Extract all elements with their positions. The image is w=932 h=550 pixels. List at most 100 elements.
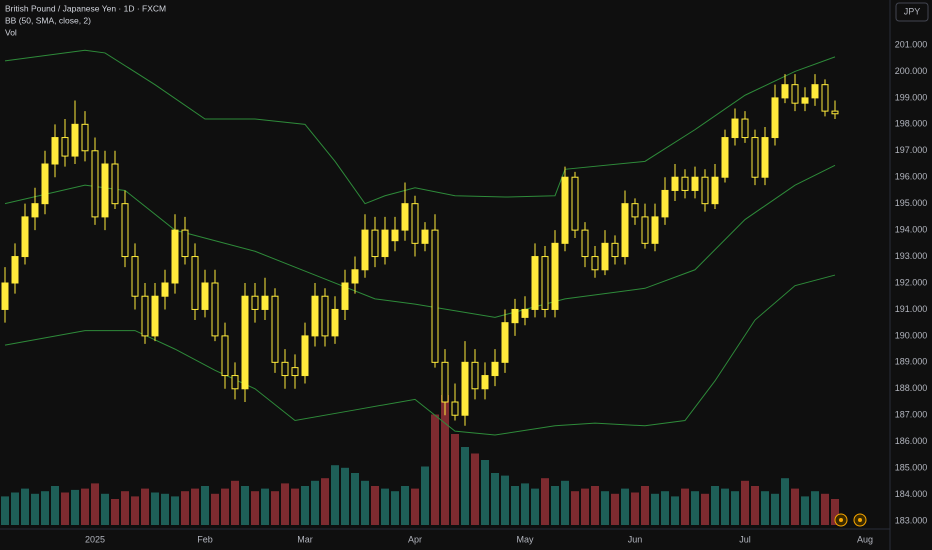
candle-body xyxy=(471,361,479,390)
volume-bar xyxy=(391,491,399,525)
volume-bar xyxy=(751,486,759,525)
candle-body xyxy=(101,163,109,218)
candle-body xyxy=(591,256,599,271)
volume-bar xyxy=(581,488,589,525)
candle-body xyxy=(361,229,369,271)
candle-body xyxy=(51,137,59,165)
candle-body xyxy=(511,308,519,324)
volume-bar xyxy=(481,460,489,525)
volume-bar xyxy=(461,447,469,525)
candle-body xyxy=(801,97,809,104)
candle-body xyxy=(691,176,699,191)
candle-body xyxy=(551,242,559,310)
volume-bar xyxy=(611,493,619,525)
volume-bar xyxy=(341,467,349,525)
volume-bar xyxy=(431,414,439,525)
candle-body xyxy=(481,375,489,390)
candle-body xyxy=(251,295,259,310)
currency-box[interactable] xyxy=(895,2,929,22)
volume-bar xyxy=(321,478,329,525)
candle-body xyxy=(121,203,129,258)
candle-body xyxy=(731,118,739,139)
candle-body xyxy=(451,401,459,416)
candle-body xyxy=(621,203,629,258)
candle-body xyxy=(501,322,509,363)
candle-body xyxy=(411,203,419,244)
volume-bar xyxy=(521,483,529,525)
indicator-label: BB (50, SMA, close, 2) xyxy=(5,15,91,25)
candle-body xyxy=(11,256,19,284)
volume-bar xyxy=(261,488,269,525)
candle-body xyxy=(301,335,309,377)
x-tick-label: Jun xyxy=(628,534,643,544)
candle-body xyxy=(381,229,389,258)
volume-bar xyxy=(51,486,59,525)
y-tick-label: 199.000 xyxy=(895,92,928,102)
candle-body xyxy=(311,295,319,337)
volume-bar xyxy=(771,493,779,525)
currency[interactable]: JPY xyxy=(904,6,921,16)
candle-body xyxy=(201,282,209,310)
volume-bar xyxy=(281,483,289,525)
bollinger-band xyxy=(4,49,836,205)
y-tick-label: 194.000 xyxy=(895,224,928,234)
volume-bar xyxy=(181,491,189,525)
candle-body xyxy=(391,229,399,242)
volume-bar xyxy=(681,488,689,525)
candle-body xyxy=(441,361,449,403)
candle-body xyxy=(431,229,439,363)
volume-bar xyxy=(671,496,679,525)
candle-body xyxy=(131,256,139,297)
candle-body xyxy=(751,137,759,178)
x-tick-label: Apr xyxy=(408,534,422,544)
y-tick-label: 196.000 xyxy=(895,172,928,182)
y-tick-label: 198.000 xyxy=(895,119,928,129)
candle-body xyxy=(671,176,679,191)
candle-body xyxy=(771,97,779,139)
candle-body xyxy=(831,110,839,115)
volume-bar xyxy=(651,493,659,525)
volume-bar xyxy=(171,496,179,525)
candle-body xyxy=(401,203,409,231)
volume-bar xyxy=(311,480,319,525)
volume-bar xyxy=(731,491,739,525)
candle-body xyxy=(701,176,709,205)
volume-bar xyxy=(621,488,629,525)
volume-bar xyxy=(351,473,359,525)
volume-bar xyxy=(61,492,69,525)
volume-bar xyxy=(831,499,839,525)
candle-body xyxy=(641,216,649,244)
x-tick-label: Feb xyxy=(197,534,213,544)
volume-bar xyxy=(691,491,699,525)
candle-body xyxy=(271,295,279,363)
candle-body xyxy=(351,269,359,284)
candle-body xyxy=(491,361,499,377)
x-tick-label: Jul xyxy=(739,534,751,544)
candle-body xyxy=(721,137,729,178)
candle-body xyxy=(171,229,179,284)
candle-body xyxy=(421,229,429,244)
volume-bar xyxy=(31,493,39,525)
candle-body xyxy=(111,163,119,205)
y-tick-label: 192.000 xyxy=(895,277,928,287)
volume-bar xyxy=(41,491,49,525)
x-tick-label: Aug xyxy=(857,534,873,544)
y-tick-label: 200.000 xyxy=(895,66,928,76)
candle-body xyxy=(71,123,79,157)
volume-bar xyxy=(211,493,219,525)
candle-body xyxy=(741,118,749,139)
candle-body xyxy=(41,163,49,205)
volume-bar xyxy=(781,478,789,525)
candle-body xyxy=(581,229,589,258)
volume-bar xyxy=(331,465,339,525)
y-tick-label: 188.000 xyxy=(895,383,928,393)
candle-body xyxy=(681,176,689,191)
candle-body xyxy=(221,335,229,377)
y-tick-label: 187.000 xyxy=(895,410,928,420)
volume-bar xyxy=(451,434,459,525)
candle-body xyxy=(811,84,819,99)
volume-bar xyxy=(641,486,649,525)
volume-bar xyxy=(91,483,99,525)
bollinger-band xyxy=(4,274,836,436)
